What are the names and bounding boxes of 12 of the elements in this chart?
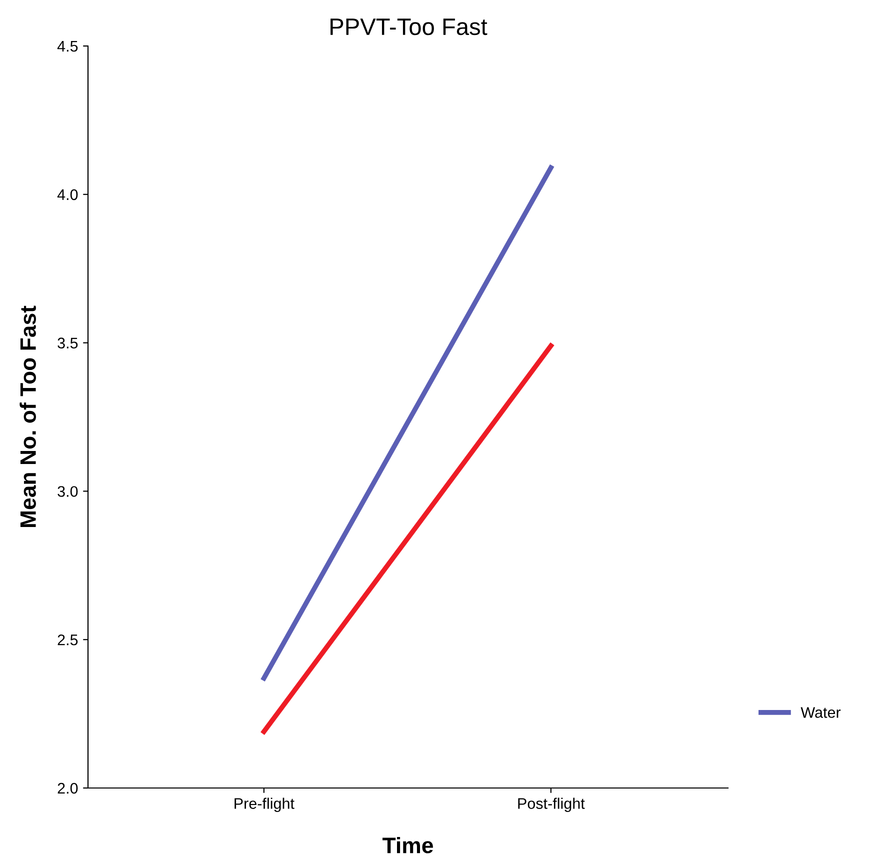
y-tick-label: 4.5 bbox=[57, 41, 78, 52]
y-tick-label: 2.5 bbox=[58, 634, 78, 646]
legend-label: Water bbox=[800, 707, 841, 718]
y-tick-label: 2.0 bbox=[58, 782, 78, 794]
y-tick-label: 4.0 bbox=[57, 189, 78, 200]
y-axis-title: Mean No. of Too Fast bbox=[20, 306, 36, 528]
y-tick-label: 3.0 bbox=[58, 486, 78, 497]
x-axis-title: Time bbox=[382, 836, 433, 854]
y-tick-label: 3.5 bbox=[58, 338, 78, 348]
x-tick-label: Post-flight bbox=[518, 798, 585, 812]
chart-title: PPVT-Too Fast bbox=[330, 18, 488, 36]
x-tick-label: Pre-flight bbox=[234, 798, 294, 812]
